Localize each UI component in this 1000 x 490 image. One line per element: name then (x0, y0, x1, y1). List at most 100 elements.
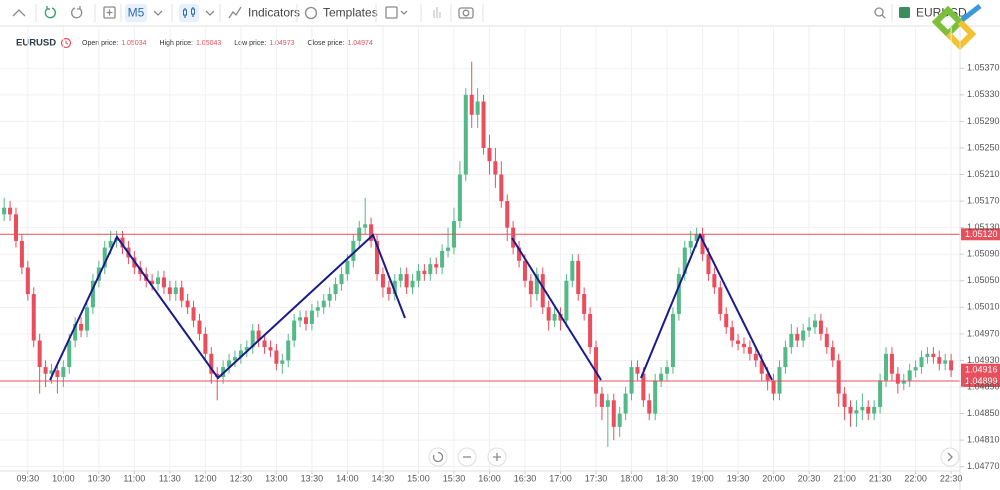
legend-items: Open price: 1.05034 High price: 1.05043 Low … (82, 40, 373, 47)
candle-body (8, 207, 13, 215)
candle-body (185, 300, 190, 308)
y-tick-label: 1.05250 (967, 142, 1000, 152)
candle-body (522, 260, 527, 281)
candle-body (653, 380, 658, 414)
collapse-button[interactable] (12, 9, 26, 17)
screenshot-icon (462, 9, 470, 17)
x-tick-label: 21:30 (869, 473, 892, 483)
candle-body (836, 360, 841, 394)
last-price-tag (961, 363, 1000, 376)
candle-body (647, 400, 652, 414)
candle-body (262, 340, 267, 348)
candle-body (635, 367, 640, 374)
candle-body (848, 406, 853, 414)
candle-body (67, 340, 72, 368)
calendar-button[interactable] (385, 6, 398, 19)
candle-body (369, 224, 374, 241)
candle-body (801, 330, 806, 341)
candle-body (108, 240, 113, 248)
legend-clock (60, 37, 72, 49)
calendar-dropdown[interactable] (400, 10, 408, 15)
candle-body (623, 393, 628, 414)
candle-body (493, 161, 498, 175)
candle-body (79, 323, 84, 331)
x-tick-label: 13:30 (301, 473, 324, 483)
chart-type-dropdown[interactable] (205, 10, 215, 16)
candle-body (895, 373, 900, 384)
x-tick-label: 09:30 (17, 473, 40, 483)
x-tick-label: 21:00 (833, 473, 856, 483)
x-tick-label: 16:00 (478, 473, 501, 483)
candle-body (528, 280, 533, 295)
price-line-tag (961, 375, 1000, 388)
candle-body (363, 224, 368, 228)
candle-body (943, 360, 948, 364)
price-axis: 1.05370 1.05330 1.05290 1.05250 1.05210 1.051… (960, 63, 1000, 471)
timeframe-dropdown[interactable] (153, 10, 163, 16)
candle-body (487, 147, 492, 162)
timeframe-button[interactable] (125, 4, 147, 22)
candle-body (605, 400, 610, 407)
candle-body (90, 280, 95, 308)
candle-body (860, 406, 865, 411)
y-tick-label: 1.04810 (967, 434, 1000, 444)
search-button[interactable] (874, 7, 884, 17)
candle-body (901, 380, 906, 384)
undo-button[interactable] (44, 6, 57, 19)
last-price-label: 1.04916 (965, 365, 998, 375)
candle-body (19, 240, 24, 268)
reset-button[interactable] (428, 447, 448, 467)
candle-body (747, 347, 752, 354)
candle-body (73, 323, 78, 341)
y-tick-label: 1.04770 (967, 461, 1000, 471)
screenshot-button[interactable] (458, 7, 474, 19)
candle-body (386, 287, 391, 295)
candle-body (274, 350, 279, 364)
candle-body (280, 360, 285, 364)
scroll-right-button[interactable] (940, 447, 960, 467)
add-button[interactable] (103, 6, 116, 19)
chart-type-button[interactable] (179, 4, 199, 22)
candle-body (824, 333, 829, 348)
candle-body (659, 373, 664, 381)
legend-value: 1.04973 (269, 40, 294, 47)
price-line-label: 1.05120 (965, 229, 998, 239)
candle-body (345, 260, 350, 275)
candle-body (167, 287, 172, 295)
volume-button[interactable] (433, 7, 441, 18)
save-button[interactable] (899, 7, 910, 18)
candle-body (807, 327, 812, 331)
x-tick-label: 20:30 (798, 473, 821, 483)
y-tick-label: 1.05010 (967, 302, 1000, 312)
candle-body (599, 393, 604, 407)
candle-body (949, 360, 954, 371)
candle-body (250, 330, 255, 348)
candle-body (475, 101, 480, 115)
candle-body (629, 367, 634, 394)
candle-body (505, 201, 510, 228)
x-tick-label: 19:00 (691, 473, 714, 483)
templates-button[interactable]: Templates (323, 6, 378, 20)
search-icon (881, 14, 886, 19)
candle-body (410, 280, 415, 288)
candle-body (457, 174, 462, 221)
candle-body (919, 357, 924, 368)
chart-type-icon (183, 9, 187, 16)
timeframe-label: M5 (128, 6, 145, 20)
candle-body (564, 280, 569, 321)
candle-body (238, 350, 243, 358)
indicators-button[interactable]: Indicators (248, 6, 300, 20)
candle-body (303, 317, 309, 324)
y-tick-label: 1.05210 (967, 169, 1000, 179)
candle-body (469, 94, 474, 115)
redo-button[interactable] (71, 6, 83, 19)
candle-body (913, 367, 918, 371)
candle-body (416, 270, 421, 281)
x-tick-label: 20:00 (762, 473, 785, 483)
candle-body (398, 274, 403, 281)
x-tick-label: 16:30 (514, 473, 537, 483)
y-tick-label: 1.05170 (967, 195, 1000, 205)
y-tick-label: 1.05290 (967, 116, 1000, 126)
x-tick-label: 22:00 (904, 473, 927, 483)
